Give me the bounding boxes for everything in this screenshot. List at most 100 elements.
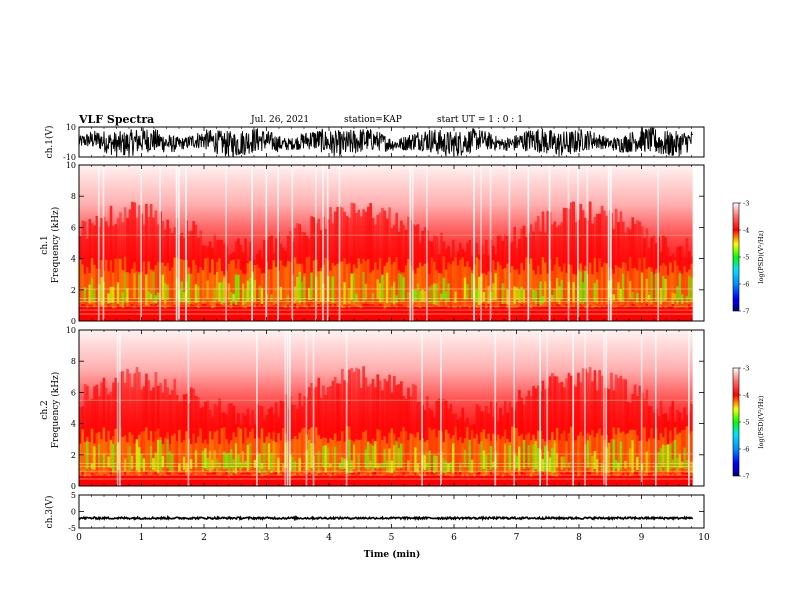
spectrogram-column — [574, 386, 578, 486]
spectrogram-column — [213, 404, 217, 486]
spectrogram-column — [138, 205, 141, 321]
spectrogram-impulse-gap — [411, 165, 414, 321]
spectrogram-column — [555, 226, 559, 321]
x-tick-label: 10 — [698, 533, 710, 543]
spectrogram-green-patch — [241, 283, 245, 306]
spectrogram-column — [282, 247, 285, 321]
spectrogram-column — [411, 383, 415, 486]
spectrogram-green-patch — [88, 284, 92, 304]
spectrogram-impulse-gap — [603, 330, 605, 486]
x-axis-label: Time (min) — [364, 549, 421, 560]
spectrogram-yellow-band — [624, 434, 627, 477]
spectrogram-yellow-band — [274, 442, 278, 472]
spectrogram-green-patch — [617, 282, 620, 301]
spectrogram-yellow-band — [388, 257, 391, 308]
spectrogram-impulse-gap — [305, 330, 308, 486]
spectrogram-yellow-band — [211, 439, 214, 473]
spectrogram-column — [404, 398, 408, 486]
spectrogram-column — [470, 424, 474, 486]
spectrogram-yellow-band — [357, 439, 361, 473]
spectrogram-green-patch — [595, 279, 599, 304]
spectrogram-impulse-gap — [546, 330, 549, 486]
spectrogram-yellow-band — [218, 444, 221, 476]
spectrogram-yellow-band — [629, 430, 632, 477]
spectrogram-column — [581, 368, 585, 486]
spectrogram-column — [324, 229, 328, 321]
spectrogram-column — [237, 413, 240, 486]
spectrogram-yellow-band — [617, 427, 620, 477]
spectrogram-column — [145, 203, 148, 321]
spectrogram-yellow-band — [359, 263, 363, 309]
spectrogram-column — [95, 215, 99, 321]
spectrogram-yellow-band — [482, 272, 486, 305]
spectrogram-yellow-band — [600, 435, 604, 476]
colorbar-gradient — [732, 202, 740, 312]
spectrogram-column — [348, 369, 351, 486]
spectrogram-yellow-band — [546, 273, 550, 306]
spectrogram-green-patch — [112, 443, 115, 473]
spectrogram-yellow-band — [385, 443, 389, 474]
spectrogram-column — [232, 405, 236, 486]
spectrogram-green-patch — [612, 439, 616, 472]
spectrogram-green-patch — [326, 447, 330, 469]
spectrogram-yellow-band — [182, 260, 186, 306]
spectrogram-column — [449, 403, 453, 486]
spectrogram-column — [355, 212, 358, 321]
ch2-spectrogram-ylabel-freq: Frequency (kHz) — [50, 372, 61, 449]
spectrogram-green-patch — [463, 277, 467, 300]
spectrogram-yellow-band — [300, 263, 304, 307]
spectrogram-yellow-band — [274, 266, 278, 305]
spectrogram-column — [378, 212, 382, 321]
spectrogram-yellow-band — [369, 443, 373, 476]
spectrogram-green-patch — [600, 463, 604, 472]
spectrogram-yellow-band — [426, 440, 429, 473]
spectrogram-column — [307, 387, 311, 486]
spectrogram-green-patch — [397, 448, 401, 469]
spectrogram-yellow-band — [454, 426, 457, 472]
spectrogram-green-patch — [86, 441, 89, 470]
spectrogram-green-patch — [466, 284, 469, 300]
spectrogram-column — [645, 389, 649, 486]
spectrogram-column — [520, 397, 524, 486]
spectrogram-yellow-band — [437, 273, 441, 307]
spectrogram-impulse-gap — [185, 165, 187, 321]
spectrogram-green-patch — [159, 439, 162, 472]
spectrogram-column — [610, 372, 613, 486]
spectrogram-column — [381, 390, 384, 486]
spectrogram-green-patch — [631, 291, 635, 301]
spectrogram-green-patch — [508, 445, 512, 470]
spectrogram-column — [513, 226, 517, 321]
spectrogram-green-patch — [503, 443, 507, 473]
spectrogram-column — [104, 387, 108, 486]
spectrogram-green-patch — [225, 453, 229, 469]
spectrogram-green-patch — [109, 286, 113, 303]
spectrogram-green-patch — [435, 455, 439, 472]
spectrogram-green-patch — [421, 289, 424, 302]
spectrogram-green-patch — [659, 448, 663, 472]
spectrogram-yellow-band — [279, 440, 283, 475]
spectrogram-yellow-band — [647, 266, 651, 307]
spectrogram-green-patch — [180, 281, 184, 303]
spectrogram-yellow-band — [411, 434, 415, 476]
spectrogram-green-patch — [555, 277, 559, 302]
spectrogram-column — [253, 424, 257, 486]
spectrogram-green-patch — [688, 276, 691, 300]
spectrogram-green-patch — [640, 272, 644, 303]
spectrogram-green-patch — [395, 295, 398, 304]
spectrogram-column — [598, 370, 601, 486]
spectrogram-column — [128, 373, 132, 486]
spectrogram-column — [690, 403, 694, 486]
spectrogram-green-patch — [307, 440, 311, 471]
spectrogram-column — [456, 251, 460, 321]
spectrogram-yellow-band — [555, 427, 559, 477]
spectrogram-column — [499, 234, 502, 321]
spectrogram-yellow-band — [378, 258, 382, 305]
spectrogram-green-patch — [532, 444, 535, 473]
spectrogram-column — [100, 382, 103, 486]
spectrogram-column — [256, 254, 259, 321]
spectrogram-yellow-band — [418, 262, 422, 308]
spectrogram-green-patch — [392, 281, 396, 305]
spectrogram-green-patch — [659, 288, 663, 305]
spectrogram-column — [565, 378, 568, 486]
spectrogram-green-patch — [374, 440, 377, 468]
